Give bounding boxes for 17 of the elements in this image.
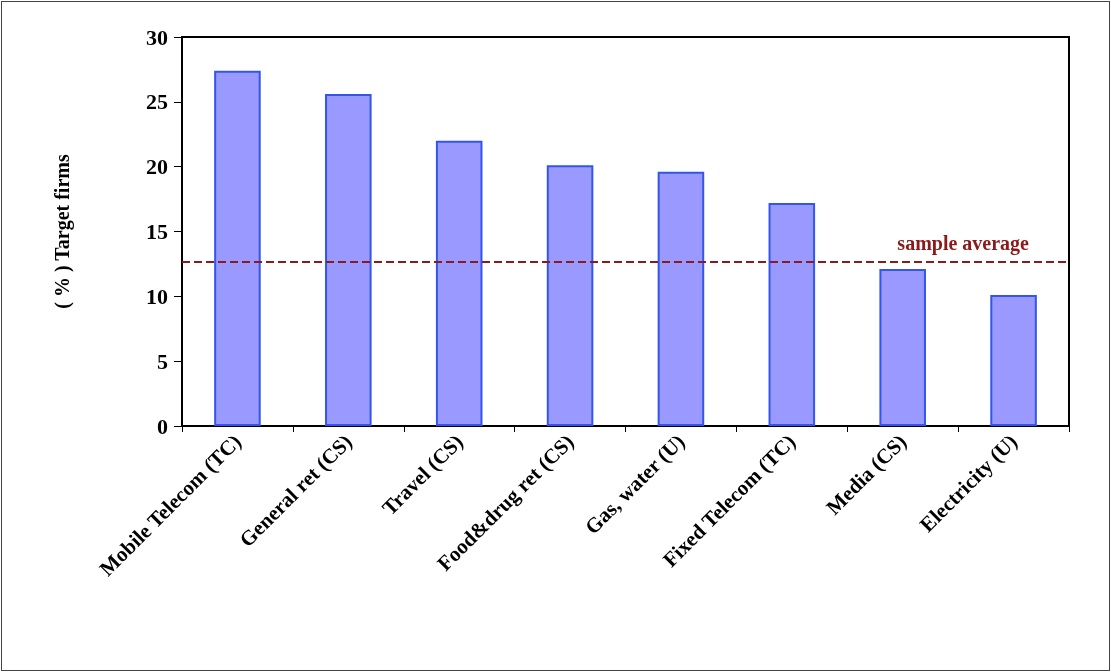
bar [325,94,372,426]
bar [990,295,1037,426]
y-tick-label: 20 [146,154,168,180]
bar [879,269,926,426]
ref-line-label: sample average [897,232,1030,256]
y-tick-label: 30 [146,24,168,50]
y-tick-label: 0 [157,413,168,439]
y-tick-label: 5 [157,348,168,374]
y-tick-label: 25 [146,89,168,115]
bar [768,202,816,426]
bar [657,171,705,426]
y-tick-label: 15 [146,219,168,244]
y-tick-label: 10 [146,283,168,309]
bar [214,70,261,426]
y-axis-title: ( % ) Target firms [51,154,74,309]
bar [435,140,483,426]
bar [546,165,594,426]
